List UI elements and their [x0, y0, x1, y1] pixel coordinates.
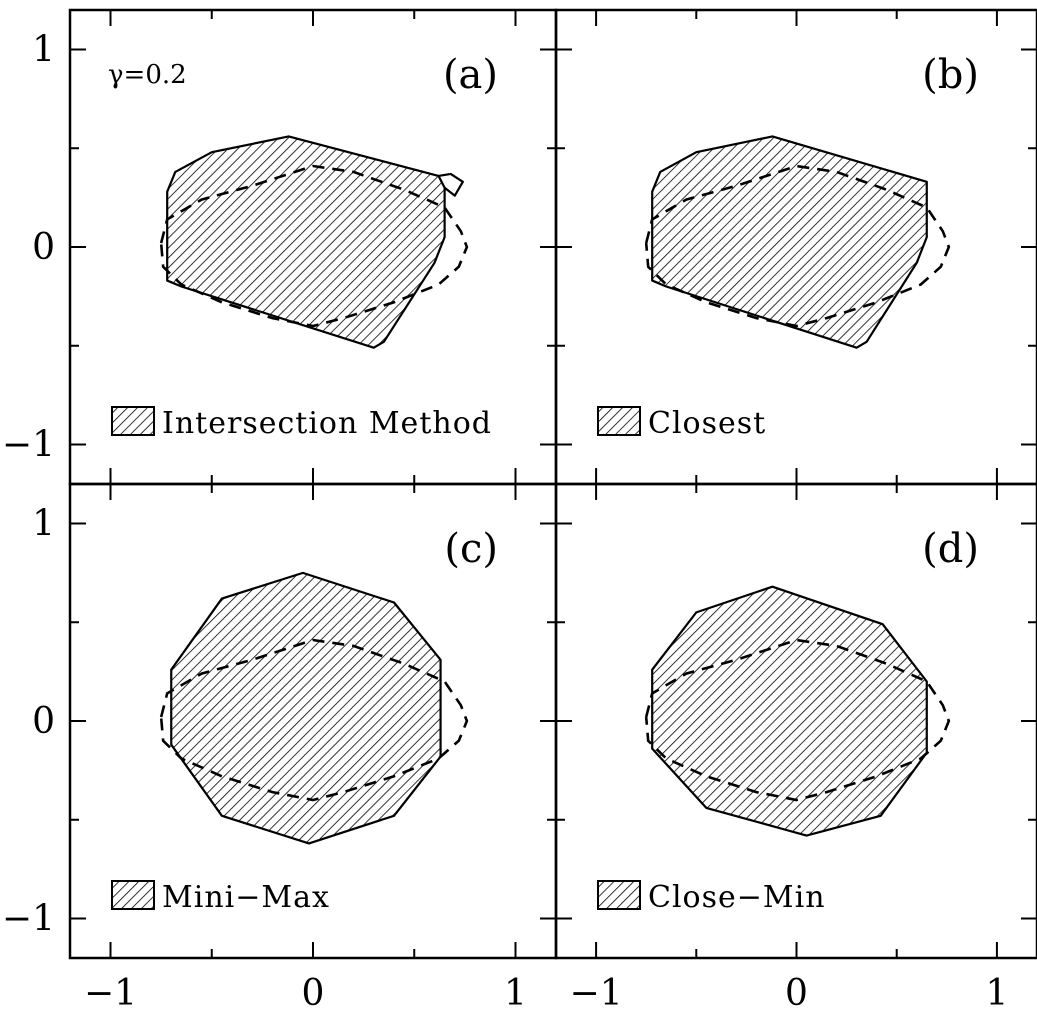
panel-c: (c) Mini−Max — [68, 482, 558, 960]
gamma-annotation: γ=0.2 — [108, 60, 187, 90]
y-tick-label: 0 — [32, 701, 55, 742]
arrow-marker — [438, 172, 464, 197]
shaded-region — [651, 135, 928, 349]
reference-curve — [159, 638, 469, 802]
legend-label: Mini−Max — [162, 880, 330, 915]
y-tick-label: 1 — [32, 504, 55, 545]
panel-label: (a) — [443, 52, 498, 98]
panel-label: (d) — [922, 526, 979, 572]
y-tick-label: 0 — [32, 227, 55, 268]
reference-curve — [644, 164, 951, 328]
shaded-region — [170, 571, 442, 845]
panel-b: (b) Closest — [554, 8, 1037, 486]
x-tick-label: −1 — [570, 973, 623, 1014]
legend-label: Intersection Method — [162, 406, 492, 441]
y-tick-label: 1 — [32, 30, 55, 71]
x-tick-label: 0 — [785, 973, 808, 1014]
reference-curve — [159, 164, 469, 328]
reference-curve — [644, 638, 951, 802]
y-tick-label: −1 — [2, 425, 55, 466]
legend-label: Closest — [648, 406, 766, 441]
shaded-region — [166, 135, 446, 349]
panel-frame — [554, 482, 1037, 960]
panel-label: (b) — [922, 52, 979, 98]
panel-a: (a) γ=0.2 Intersection Method — [68, 8, 558, 486]
x-tick-label: 1 — [504, 973, 527, 1014]
panel-label: (c) — [444, 526, 498, 572]
legend-swatch — [597, 406, 641, 436]
legend-swatch — [597, 880, 641, 910]
y-tick-label: −1 — [2, 899, 55, 940]
x-tick-label: 0 — [302, 973, 325, 1014]
legend-swatch — [111, 880, 155, 910]
x-tick-label: 1 — [985, 973, 1008, 1014]
axis-labels: −1 0 1 −1 0 1 −1 0 1 −1 0 1 — [2, 30, 1008, 1015]
x-tick-label: −1 — [84, 973, 137, 1014]
legend-label: Close−Min — [648, 880, 826, 915]
panels: (a) γ=0.2 Intersection Method (b) Closest (c)… — [68, 8, 1037, 960]
panel-d: (d) Close−Min — [554, 482, 1037, 960]
legend-swatch — [111, 406, 155, 436]
